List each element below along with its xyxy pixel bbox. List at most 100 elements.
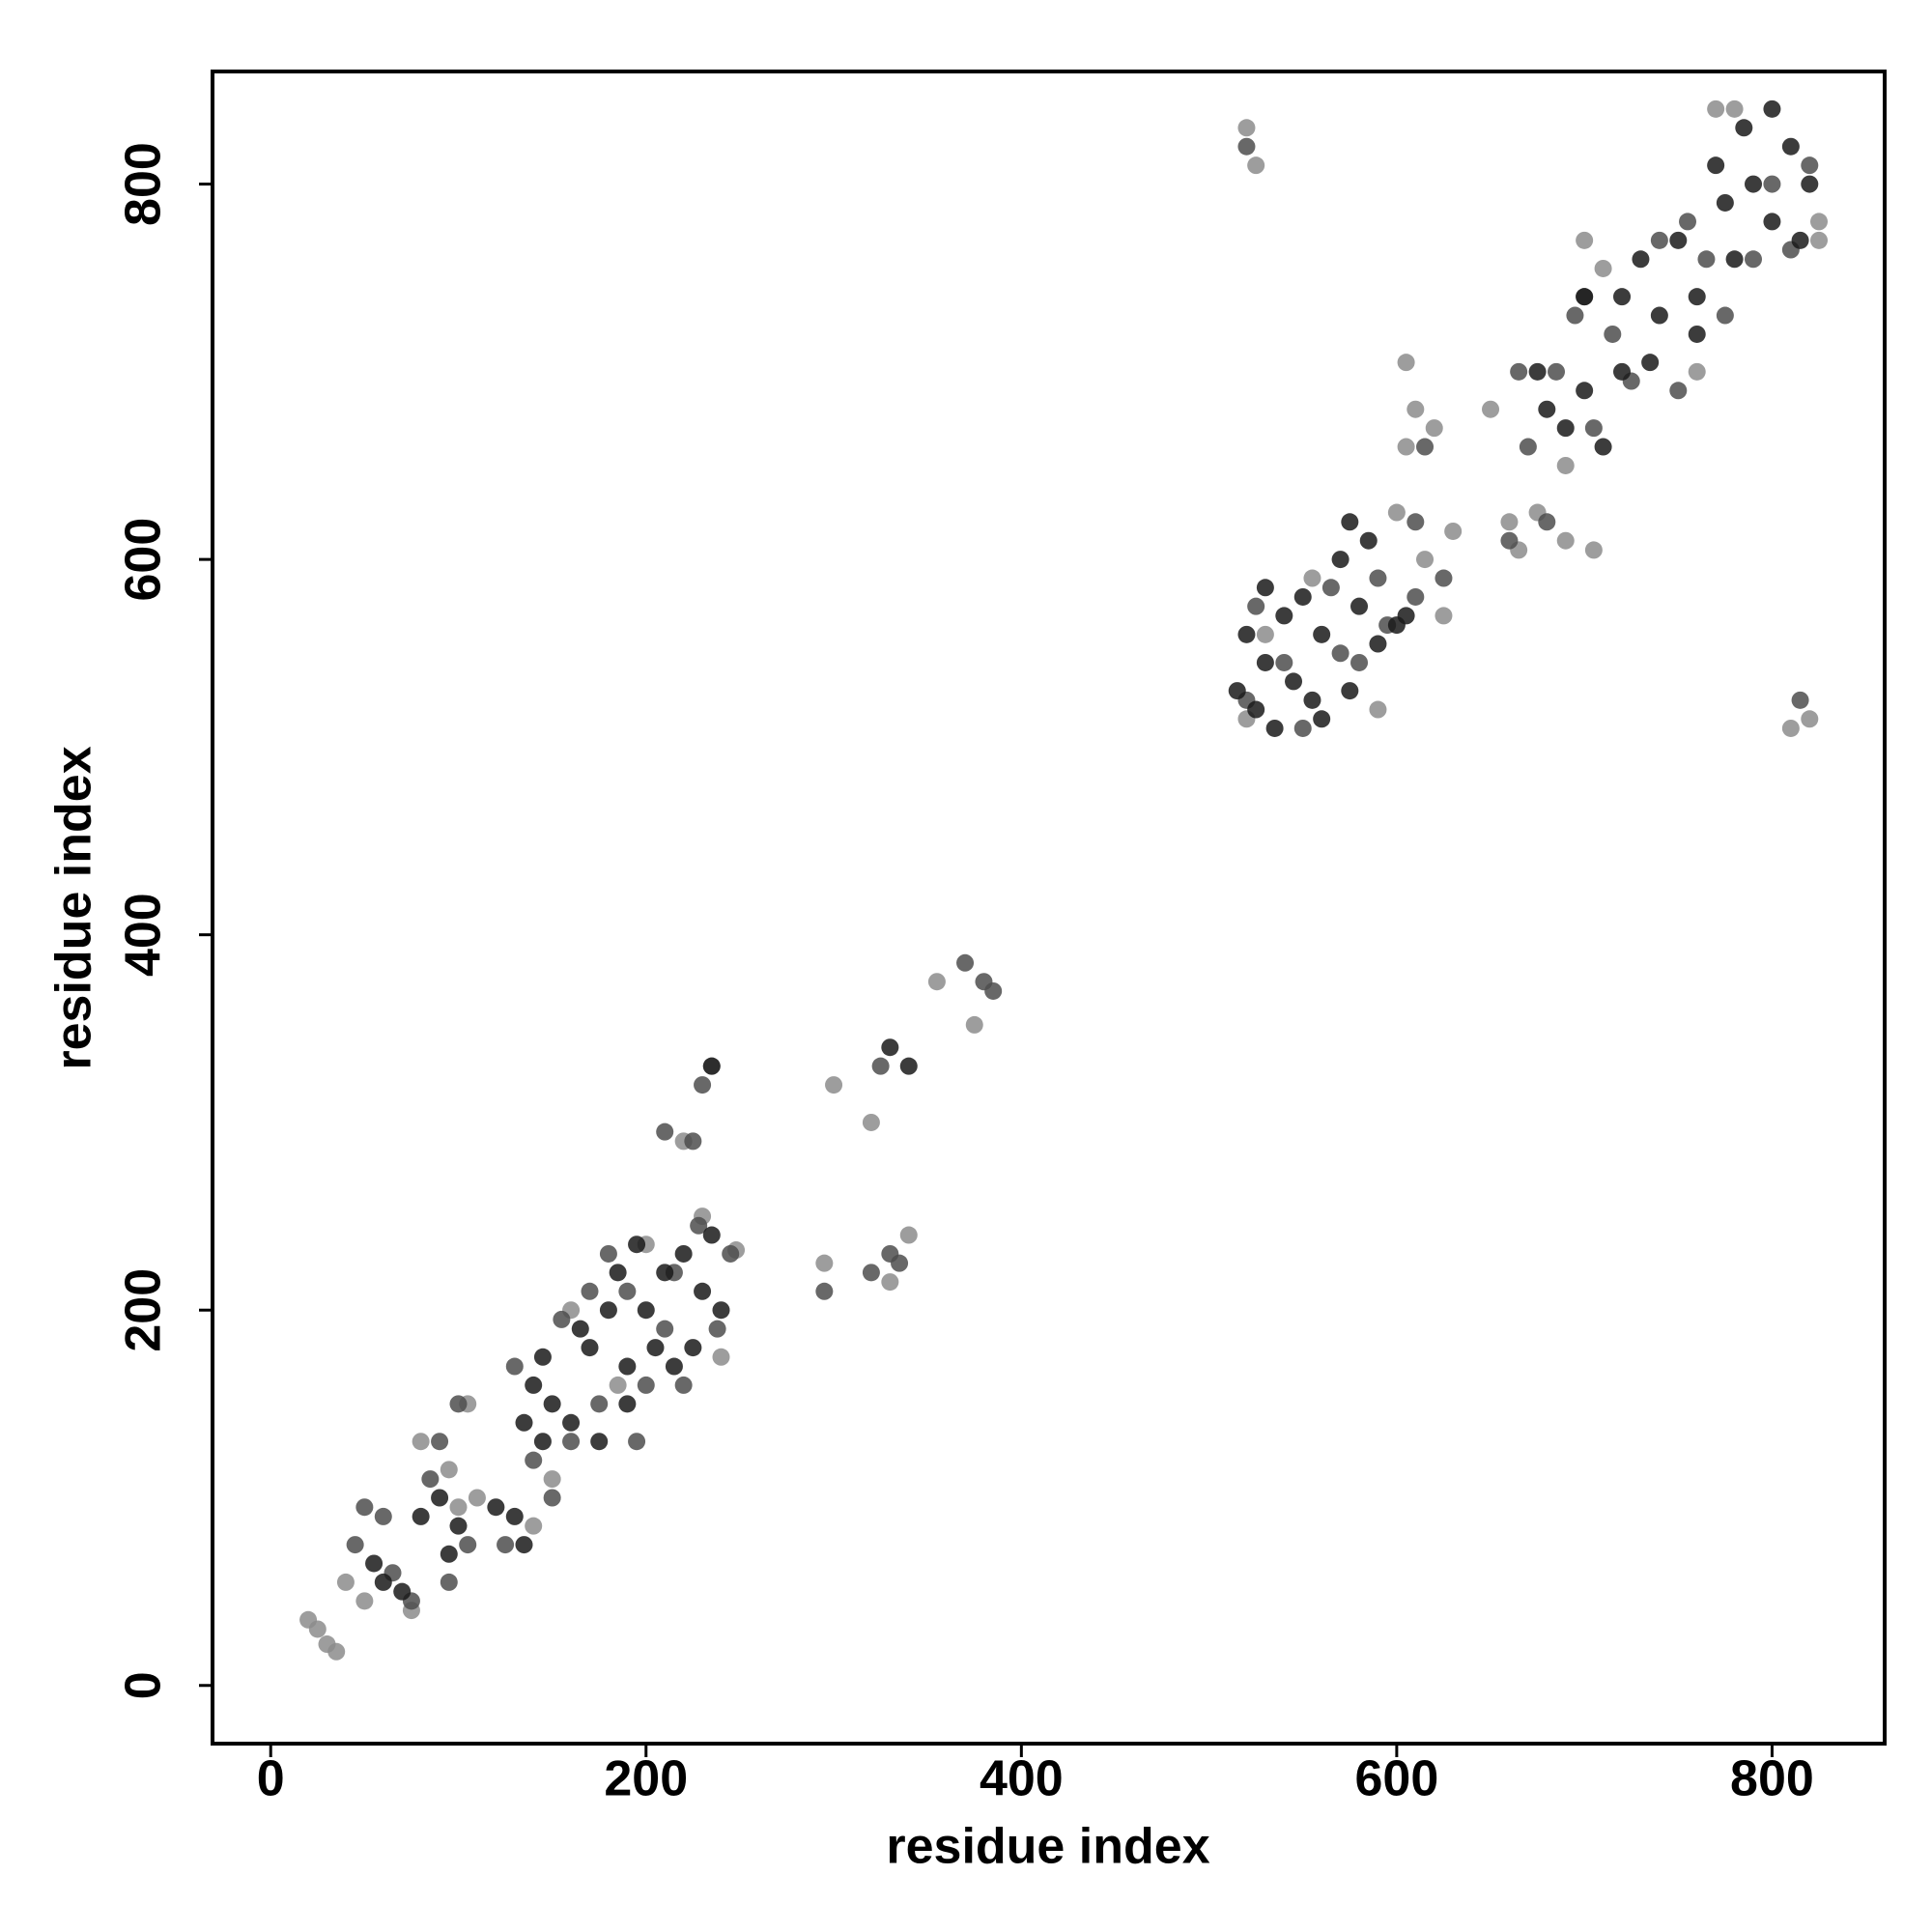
point [1669, 382, 1688, 400]
point [1584, 419, 1603, 438]
point [525, 1451, 543, 1469]
point [1256, 579, 1274, 597]
point [1406, 400, 1425, 418]
point [1725, 250, 1744, 269]
point [1285, 672, 1303, 691]
point [553, 1310, 571, 1328]
point [1735, 119, 1753, 137]
point [1584, 541, 1603, 559]
point [1632, 250, 1650, 269]
point [505, 1507, 524, 1525]
x-tick-label: 800 [1730, 1751, 1814, 1807]
point [412, 1433, 430, 1451]
point [1275, 653, 1293, 671]
point [449, 1395, 468, 1413]
point [1500, 513, 1519, 531]
point [862, 1113, 880, 1131]
point [1763, 175, 1781, 193]
point [581, 1282, 599, 1300]
point [1707, 156, 1725, 175]
point [1791, 691, 1809, 709]
point [440, 1573, 458, 1591]
point [871, 1057, 890, 1075]
point [1810, 231, 1829, 249]
point [543, 1470, 561, 1489]
point [1707, 99, 1725, 118]
point [1369, 700, 1387, 719]
point [609, 1264, 627, 1282]
point [1369, 569, 1387, 587]
point [581, 1339, 599, 1357]
point [1528, 362, 1547, 381]
point [722, 1244, 740, 1263]
point [1576, 231, 1594, 249]
point [543, 1395, 561, 1413]
point [562, 1433, 581, 1451]
point [1650, 231, 1668, 249]
point [1576, 288, 1594, 306]
point [1416, 551, 1435, 569]
point [1716, 306, 1734, 325]
point [1548, 362, 1566, 381]
point [1500, 531, 1519, 550]
point [628, 1433, 646, 1451]
point [515, 1413, 533, 1432]
point [365, 1554, 384, 1573]
point [646, 1339, 665, 1357]
plot-frame [211, 70, 1887, 1746]
y-tick-label: 0 [116, 1671, 172, 1699]
point [1303, 569, 1321, 587]
point [1781, 137, 1800, 156]
point [684, 1339, 702, 1357]
point [891, 1254, 909, 1272]
point [393, 1582, 412, 1601]
point [431, 1433, 449, 1451]
y-tick-label: 800 [116, 142, 172, 226]
point [1801, 175, 1819, 193]
point [487, 1498, 505, 1517]
point [412, 1507, 430, 1525]
point [1510, 362, 1528, 381]
point [1406, 513, 1425, 531]
point [899, 1226, 918, 1244]
x-tick-label: 0 [257, 1751, 285, 1807]
point [1688, 362, 1706, 381]
point [965, 1015, 983, 1034]
point [1791, 231, 1809, 249]
point [1425, 419, 1443, 438]
point [1228, 682, 1246, 700]
point [1416, 438, 1435, 456]
point [1435, 607, 1453, 625]
point [1247, 156, 1265, 175]
point [637, 1301, 655, 1320]
point [702, 1226, 721, 1244]
point [656, 1320, 674, 1338]
point [1275, 607, 1293, 625]
point [656, 1122, 674, 1141]
point [515, 1536, 533, 1554]
point [674, 1244, 693, 1263]
point [1576, 382, 1594, 400]
point [984, 981, 1003, 1000]
point [1538, 400, 1556, 418]
point [1397, 607, 1415, 625]
point [899, 1057, 918, 1075]
point [637, 1376, 655, 1394]
point [881, 1038, 899, 1057]
point [525, 1376, 543, 1394]
point [881, 1273, 899, 1292]
point [694, 1076, 712, 1094]
point [1763, 99, 1781, 118]
point [694, 1282, 712, 1300]
point [702, 1057, 721, 1075]
point [1641, 354, 1660, 372]
point [684, 1132, 702, 1151]
point [355, 1592, 374, 1610]
point [1313, 625, 1331, 643]
point [1369, 635, 1387, 653]
point [1725, 99, 1744, 118]
point [1265, 719, 1284, 737]
point [449, 1498, 468, 1517]
point [674, 1376, 693, 1394]
